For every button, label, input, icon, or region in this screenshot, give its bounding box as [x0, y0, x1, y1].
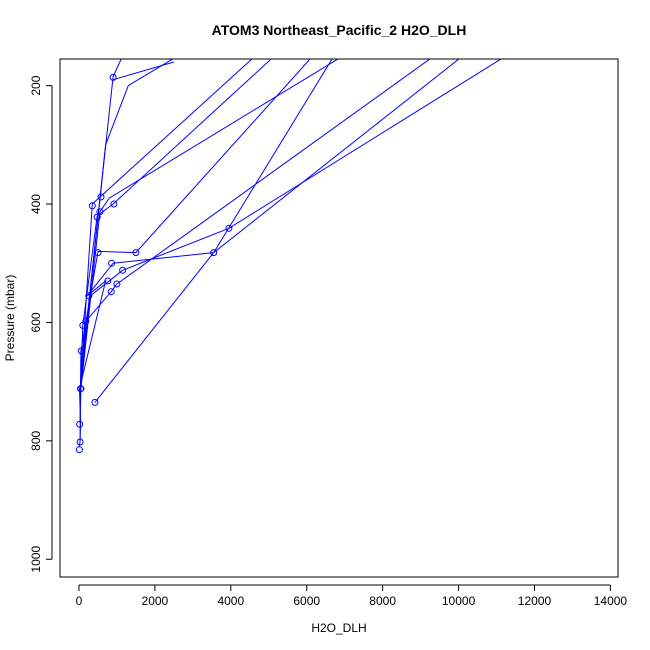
- data-point-25: [109, 73, 117, 81]
- y-tick-label: 1000: [29, 546, 43, 573]
- data-point-21: [96, 208, 104, 216]
- series-line-5: [80, 59, 272, 389]
- y-tick-label: 400: [29, 194, 43, 214]
- x-tick-label: 8000: [369, 594, 396, 608]
- series-line-4: [80, 59, 311, 389]
- data-point-16: [94, 249, 102, 257]
- data-point-3: [76, 420, 84, 428]
- data-point-19: [225, 224, 233, 232]
- data-point-24: [97, 193, 105, 201]
- data-point-1: [75, 446, 83, 454]
- x-tick-label: 2000: [142, 594, 169, 608]
- x-tick-label: 6000: [293, 594, 320, 608]
- data-point-12: [113, 280, 121, 288]
- data-point-22: [88, 202, 96, 210]
- data-point-7: [77, 347, 85, 355]
- x-tick-label: 10000: [442, 594, 476, 608]
- data-point-14: [119, 266, 127, 274]
- data-point-10: [85, 292, 93, 300]
- data-point-13: [104, 277, 112, 285]
- x-tick-label: 4000: [217, 594, 244, 608]
- y-tick-label: 200: [29, 75, 43, 95]
- x-tick-label: 14000: [594, 594, 628, 608]
- series-line-3: [79, 59, 339, 424]
- data-point-15: [108, 259, 116, 267]
- data-point-11: [107, 288, 115, 296]
- y-axis: 200 400 600 800 1000: [29, 75, 53, 573]
- series-line-1: [78, 59, 333, 447]
- y-axis-label: Pressure (mbar): [3, 275, 17, 362]
- data-point-20: [93, 213, 101, 221]
- data-point-18: [210, 249, 218, 257]
- data-point-2: [76, 438, 84, 446]
- plot-frame: [59, 58, 619, 578]
- chart-title: ATOM3 Northeast_Pacific_2 H2O_DLH: [212, 22, 467, 38]
- data-point-17: [132, 249, 140, 257]
- data-point-9: [82, 317, 90, 325]
- y-tick-label: 800: [29, 431, 43, 451]
- series-line-10: [79, 59, 174, 389]
- data-layer: [75, 59, 502, 454]
- x-axis-label: H2O_DLH: [311, 621, 366, 635]
- data-point-6: [77, 385, 85, 393]
- x-tick-label: 12000: [518, 594, 552, 608]
- series-line-6: [80, 59, 431, 389]
- data-point-4: [91, 398, 99, 406]
- y-tick-label: 600: [29, 312, 43, 332]
- series-line-8: [94, 59, 460, 403]
- data-point-23: [110, 200, 118, 208]
- x-tick-label: 0: [76, 594, 83, 608]
- series-line-11: [112, 61, 175, 81]
- x-axis: 0 2000 4000 6000 8000 10000 12000 14000: [76, 584, 628, 608]
